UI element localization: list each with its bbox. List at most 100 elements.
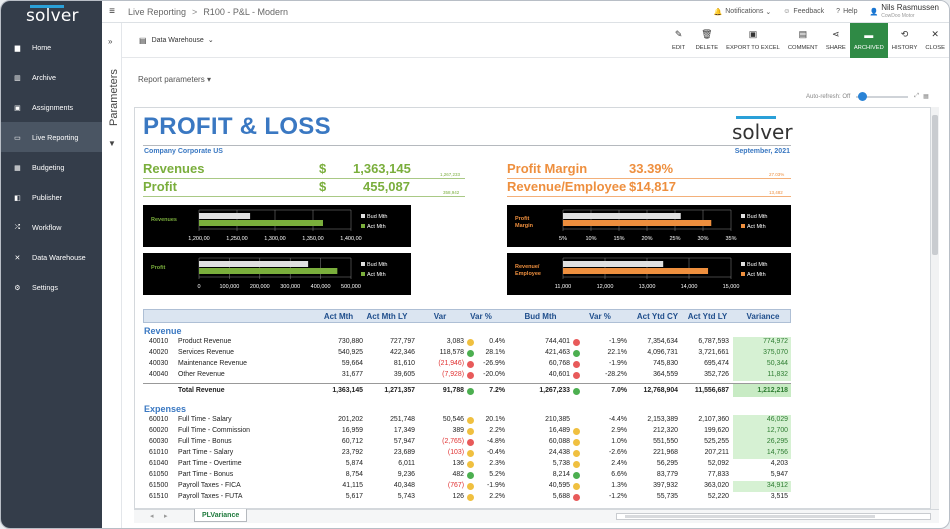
table-cell: 422,346 (390, 349, 415, 356)
status-indicator (467, 417, 474, 424)
table-cell: 77,833 (707, 471, 729, 478)
sidebar-item-budgeting[interactable]: ▦ Budgeting (1, 152, 102, 182)
table-cell: 221,968 (653, 449, 678, 456)
delete-button[interactable]: 🗑 DELETE (692, 23, 723, 58)
table-cell: 81,610 (393, 360, 415, 367)
edit-button[interactable]: ✎ EDIT (666, 23, 692, 58)
breadcrumb-live-reporting[interactable]: Live Reporting (128, 6, 187, 17)
table-cell: 24,438 (548, 449, 570, 456)
table-cell: 2.2% (489, 427, 505, 434)
table-row: 60010 Full Time - Salary 201,202 251,748 50,… (143, 415, 791, 426)
sidebar-item-data-warehouse[interactable]: ✕ Data Warehouse (1, 242, 102, 272)
sidebar-item-home[interactable]: ▆ Home (1, 32, 102, 62)
status-indicator (573, 361, 580, 368)
table-cell: 364,559 (653, 371, 678, 378)
sheet-tab-plvariance[interactable]: PLVariance (194, 509, 248, 522)
kpi-revenues-currency: $ (319, 161, 327, 176)
account-code: 61500 (149, 482, 169, 489)
table-cell: -1.9% (486, 482, 505, 489)
sidebar-item-live-reporting[interactable]: ▭ Live Reporting (1, 122, 102, 152)
horizontal-scrollbar[interactable] (616, 513, 931, 520)
table-cell: 6,011 (398, 460, 415, 467)
sidebar-item-label: Home (32, 42, 52, 52)
grid-icon[interactable]: ▦ (923, 94, 929, 100)
status-indicator (573, 450, 580, 457)
user-menu[interactable]: 👤 Nils Rasmussen CowDoo Motor (869, 3, 945, 20)
sidebar-item-label: Data Warehouse (32, 252, 86, 262)
table-cell: 2,107,360 (698, 416, 729, 423)
next-sheet-icon[interactable]: ▸ (164, 513, 168, 520)
table-cell: 5,738 (552, 460, 570, 467)
auto-refresh-toggle[interactable]: Auto-refresh: Off ⤢ ▦ (806, 91, 929, 101)
filter-icon[interactable]: ▼ (108, 139, 116, 148)
table-cell: (767) (447, 482, 464, 489)
sidebar-item-archive[interactable]: ▥ Archive (1, 62, 102, 92)
comment-button[interactable]: ▤ COMMENT (784, 23, 822, 58)
table-cell: 525,255 (704, 438, 729, 445)
expand-icon[interactable]: » (108, 37, 113, 46)
table-row: 61010 Part Time - Salary 23,792 23,689 (103)… (143, 448, 791, 459)
vertical-scrollbar[interactable] (931, 107, 939, 509)
parameters-panel[interactable]: » Parameters ▼ (102, 23, 122, 528)
table-cell: 199,620 (704, 427, 729, 434)
auto-refresh-slider[interactable] (856, 91, 909, 101)
kpi-revenues-budget: 1,267,233 (440, 172, 461, 177)
status-indicator (573, 339, 580, 346)
data-source-dropdown[interactable]: ▤ Data Warehouse ⌄ (139, 35, 214, 45)
table-cell: 2.3% (489, 460, 505, 467)
chart-tick-label: 20% (641, 236, 652, 242)
table-cell: 730,880 (338, 338, 363, 345)
home-icon: ▆ (14, 42, 21, 52)
trash-icon: 🗑 (701, 29, 713, 39)
sidebar-item-workflow[interactable]: ⤮ Workflow (1, 212, 102, 242)
table-cell: 5,947 (770, 471, 788, 478)
sidebar-item-publisher[interactable]: ◧ Publisher (1, 182, 102, 212)
prev-sheet-icon[interactable]: ◂ (150, 513, 154, 520)
variance-highlight (733, 348, 791, 359)
legend-bud-mth: Bud Mth (367, 214, 387, 220)
account-name: Other Revenue (178, 371, 225, 378)
status-indicator (467, 494, 474, 501)
feedback-button[interactable]: ☺ Feedback (783, 8, 825, 15)
table-cell: 60,088 (548, 438, 570, 445)
feedback-icon: ☺ (783, 8, 791, 15)
chart-tick-label: 1,250,00 (226, 236, 247, 242)
table-cell: 3,515 (770, 493, 788, 500)
table-cell: 46,029 (766, 416, 788, 423)
close-button[interactable]: ✕ CLOSE (921, 23, 949, 58)
variance-highlight (733, 437, 791, 448)
kpi-margin-budget: 27.03% (769, 172, 785, 177)
pl-variance-table: Act Mth Act Mth LY Var Var % Bud Mth Var % Act… (143, 309, 791, 503)
kpi-divider (507, 178, 791, 179)
notifications-button[interactable]: 🔔 Notifications ⌄ (713, 8, 772, 16)
status-indicator (573, 461, 580, 468)
table-cell: 421,463 (545, 349, 570, 356)
table-cell: 4,096,731 (647, 349, 678, 356)
help-button[interactable]: ? Help (836, 8, 858, 15)
publisher-icon: ◧ (14, 192, 21, 202)
table-cell: 0.4% (489, 338, 505, 345)
table-cell: 136 (452, 460, 465, 467)
table-cell: (2,765) (442, 438, 464, 445)
variance-highlight (733, 448, 791, 459)
share-button[interactable]: ⋖ SHARE (822, 23, 850, 58)
table-cell: 727,797 (390, 338, 415, 345)
toolbar-button-label: SHARE (825, 45, 846, 51)
table-cell: 1,271,357 (384, 387, 415, 394)
table-cell: 57,947 (393, 438, 415, 445)
table-cell: 11,832 (767, 371, 788, 378)
archived-button[interactable]: ▬ ARCHIVED (849, 22, 888, 58)
account-code: 61010 (149, 449, 169, 456)
sidebar-item-assignments[interactable]: ▣ Assignments (1, 92, 102, 122)
history-button[interactable]: ⟲ HISTORY (888, 23, 922, 58)
table-cell: 6.6% (611, 471, 627, 478)
solver-logo[interactable]: solver (26, 5, 79, 26)
column-header: Bud Mth (524, 312, 557, 321)
menu-icon[interactable]: ≡ (109, 6, 115, 17)
export-to-excel-button[interactable]: ▣ EXPORT TO EXCEL (722, 23, 784, 58)
expand-icon[interactable]: ⤢ (914, 93, 920, 99)
report-parameters-dropdown[interactable]: Report parameters ▾ (138, 75, 211, 84)
legend-bud-mth: Bud Mth (367, 262, 387, 268)
sidebar-item-settings[interactable]: ⚙ Settings (1, 272, 102, 302)
chevron-down-icon: ⌄ (207, 37, 214, 44)
